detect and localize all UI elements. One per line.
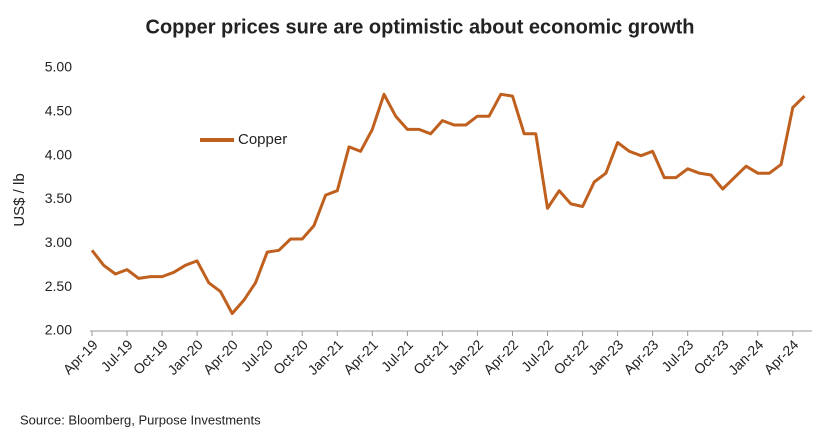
x-tick-label: Jul-19 [97,336,135,374]
y-axis-label: US$ / lb [11,173,28,226]
y-tick-label: 3.00 [45,234,72,250]
x-tick-label: Jan-21 [304,336,346,378]
x-tick-label: Apr-22 [480,336,521,377]
x-tick-label: Jan-23 [585,336,627,378]
legend-label: Copper [238,131,287,148]
x-tick-label: Jul-22 [518,336,556,374]
x-tick-label: Jan-20 [164,336,206,378]
x-tick-label: Oct-22 [550,336,591,377]
x-tick-label: Jan-22 [445,336,487,378]
x-tick-label: Jan-24 [725,336,767,378]
x-tick-label: Oct-19 [130,336,171,377]
price-line [90,92,806,315]
x-tick-label: Apr-21 [340,336,381,377]
x-tick-label: Oct-21 [410,336,451,377]
x-tick-label: Jul-21 [378,336,416,374]
y-tick-label: 2.50 [45,278,72,294]
x-tick-label: Oct-23 [690,336,731,377]
y-tick-label: 5.00 [45,59,72,75]
x-tick-label: Apr-23 [620,336,661,377]
y-tick-label: 4.00 [45,146,72,162]
x-tick-label: Apr-24 [761,336,802,377]
x-tick-label: Jul-23 [658,336,696,374]
y-tick-label: 4.50 [45,103,72,119]
x-tick-label: Oct-20 [270,336,311,377]
source-note: Source: Bloomberg, Purpose Investments [20,412,261,427]
x-tick-label: Apr-20 [200,336,241,377]
x-tick-label: Apr-19 [60,336,101,377]
y-tick-label: 2.00 [45,322,72,338]
chart-title: Copper prices sure are optimistic about … [146,16,695,38]
y-tick-label: 3.50 [45,190,72,206]
x-tick-label: Jul-20 [238,336,276,374]
